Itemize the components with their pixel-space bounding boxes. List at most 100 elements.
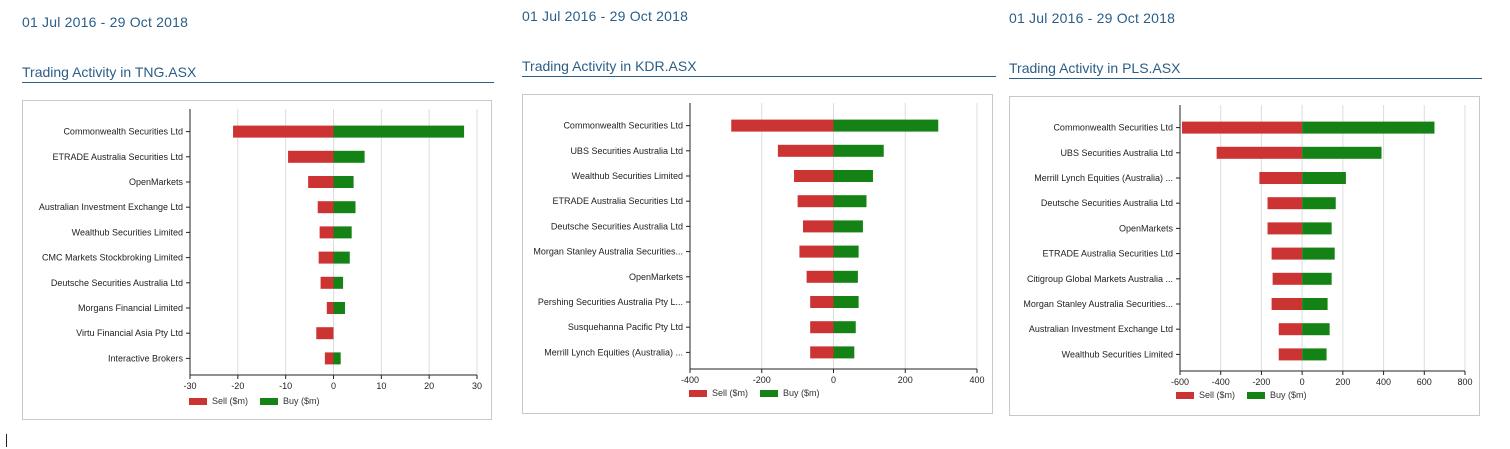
x-tick-label: 800 [1457,377,1472,387]
legend-sell: Sell ($m) [689,388,748,398]
panel-tng: 01 Jul 2016 - 29 Oct 2018 Trading Activi… [22,14,494,424]
sell-bar [1216,146,1303,159]
buy-bar [1302,247,1335,260]
sell-bar [810,346,834,359]
buy-bar [833,144,884,157]
date-range: 01 Jul 2016 - 29 Oct 2018 [1009,10,1176,26]
buy-bar [1302,323,1330,336]
x-tick-label: 0 [1300,377,1305,387]
y-tick-label: Interactive Brokers [108,353,184,363]
sell-bar [1278,323,1303,336]
y-tick-label: OpenMarkets [129,177,184,187]
buy-bar [333,201,356,214]
y-tick-label: UBS Securities Australia Ltd [570,146,683,156]
sell-bar [806,270,834,283]
y-tick-label: Morgan Stanley Australia Securities... [533,247,683,257]
sell-bar [731,119,834,132]
sell-bar [318,251,334,264]
buy-bar [833,245,859,258]
y-tick-label: Morgans Financial Limited [78,303,183,313]
y-tick-label: OpenMarkets [629,272,684,282]
panel-title: Trading Activity in KDR.ASX [522,58,697,74]
panel-kdr: 01 Jul 2016 - 29 Oct 2018 Trading Activi… [522,8,996,418]
panel-title: Trading Activity in PLS.ASX [1009,60,1181,76]
legend-buy-label: Buy ($m) [283,396,320,406]
y-tick-label: Wealthub Securities Limited [72,227,183,237]
legend-buy-label: Buy ($m) [1270,390,1307,400]
x-tick-label: 200 [898,375,913,385]
sell-bar [1267,222,1303,235]
y-tick-label: Pershing Securities Australia Pty L... [538,297,683,307]
x-tick-label: -200 [753,375,771,385]
y-tick-label: ETRADE Australia Securities Ltd [52,152,183,162]
y-tick-label: Commonwealth Securities Ltd [63,127,183,137]
legend-sell-label: Sell ($m) [212,396,249,406]
y-tick-label: Australian Investment Exchange Ltd [39,202,183,212]
title-divider [522,76,996,77]
x-tick-label: -30 [183,381,196,391]
y-tick-label: Virtu Financial Asia Pty Ltd [76,328,183,338]
sell-bar [1182,121,1303,134]
x-tick-label: 600 [1417,377,1432,387]
chart-pls: Commonwealth Securities Ltd UBS Securitie… [1023,105,1473,387]
y-tick-label: Deutsche Securities Australia Ltd [51,278,183,288]
legend-sell: Sell ($m) [189,396,248,406]
buy-bar [1302,146,1382,159]
chart-container: Commonwealth Securities Ltd UBS Securitie… [1009,96,1480,416]
sell-bar [799,245,834,258]
y-tick-label: Commonwealth Securities Ltd [1053,123,1173,133]
buy-bar [333,226,352,239]
sell-bar [1259,172,1303,184]
text-cursor [6,434,7,447]
buy-bar [1302,222,1332,235]
date-range: 01 Jul 2016 - 29 Oct 2018 [22,14,189,30]
sell-bar [317,201,334,214]
y-tick-label: OpenMarkets [1119,223,1174,233]
buy-bar [833,346,855,359]
sell-swatch [689,389,707,397]
sell-bar [324,352,334,365]
buy-bar [1302,272,1332,285]
legend-sell-label: Sell ($m) [712,388,749,398]
sell-bar [320,276,334,289]
sell-bar [288,150,334,163]
buy-bar [1302,298,1328,310]
buy-bar [1302,197,1336,210]
buy-bar [333,352,341,365]
y-tick-label: Merrill Lynch Equities (Australia) ... [544,347,683,357]
buy-bar [833,170,873,182]
sell-swatch [1176,391,1194,399]
sell-bar [1271,247,1303,260]
buy-bar [833,195,867,208]
sell-bar [1278,348,1303,361]
legend-buy: Buy ($m) [760,388,820,398]
buy-bar [333,125,465,138]
x-tick-label: 20 [424,381,434,391]
panel-title: Trading Activity in TNG.ASX [22,64,197,80]
legend-buy: Buy ($m) [1247,390,1307,400]
sell-bar [794,170,834,182]
buy-swatch [1247,391,1266,399]
legend-sell: Sell ($m) [1176,390,1235,400]
y-tick-label: Deutsche Securities Australia Ltd [1041,198,1173,208]
chart-container: Commonwealth Securities Ltd ETRADE Austra… [22,100,492,420]
x-tick-label: -600 [1171,377,1189,387]
buy-bar [333,251,350,264]
buy-bar [833,296,859,308]
sell-bar [1271,298,1303,310]
x-tick-label: 10 [376,381,386,391]
legend-sell-label: Sell ($m) [1199,390,1236,400]
y-tick-label: ETRADE Australia Securities Ltd [552,196,683,206]
y-tick-label: Wealthub Securities Limited [572,171,683,181]
buy-bar [333,302,345,314]
y-tick-label: Susquehanna Pacific Pty Ltd [568,322,683,332]
x-tick-label: 400 [1376,377,1391,387]
buy-bar [333,276,344,289]
x-tick-label: 0 [331,381,336,391]
sell-bar [810,321,834,334]
sell-bar [308,176,334,188]
sell-bar [797,195,834,208]
chart-kdr: Commonwealth Securities Ltd UBS Securitie… [533,103,985,385]
y-tick-label: Australian Investment Exchange Ltd [1029,324,1173,334]
y-tick-label: ETRADE Australia Securities Ltd [1042,249,1173,259]
